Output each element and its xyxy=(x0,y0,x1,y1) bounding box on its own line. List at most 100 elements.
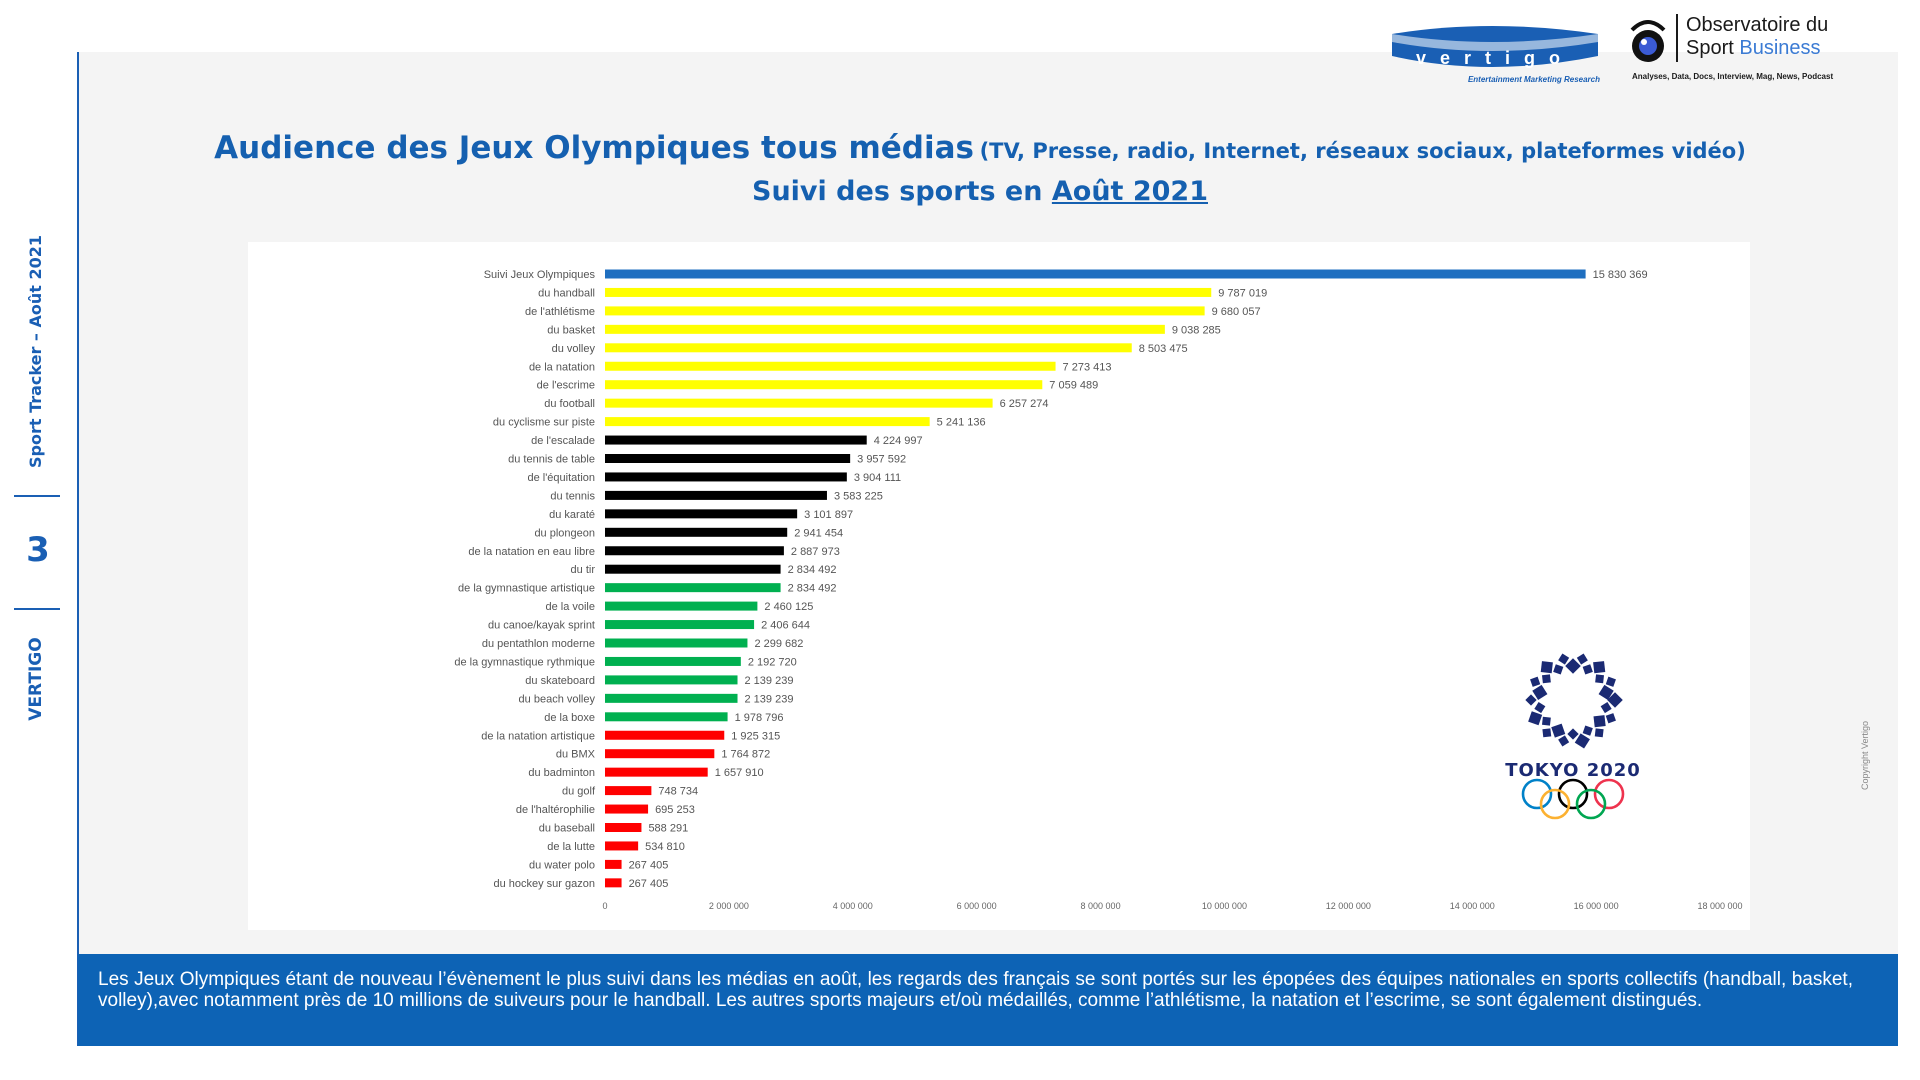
bar xyxy=(605,287,1212,297)
bar xyxy=(605,804,649,814)
x-tick-label: 0 xyxy=(602,901,607,911)
page-number: 3 xyxy=(26,530,50,570)
bar xyxy=(605,380,1043,390)
data-label: 3 904 111 xyxy=(854,472,901,484)
category-label: de l'athlétisme xyxy=(525,306,595,318)
data-label: 1 978 796 xyxy=(735,712,784,724)
category-label: du badminton xyxy=(528,767,595,779)
category-label: du skateboard xyxy=(525,675,595,687)
sidebar-rule xyxy=(77,52,79,1046)
vertigo-tagline: Entertainment Marketing Research xyxy=(1467,75,1600,84)
category-label: de l'équitation xyxy=(527,472,595,484)
vertigo-logo-icon: vertigo xyxy=(1392,26,1598,68)
data-label: 7 059 489 xyxy=(1049,380,1098,392)
category-label: de la natation xyxy=(529,361,595,373)
bar xyxy=(605,693,738,703)
eye-icon xyxy=(1630,20,1666,62)
bar xyxy=(605,878,622,888)
chart-title-main: Audience des Jeux Olympiques tous médias xyxy=(214,130,974,166)
bar xyxy=(605,675,738,685)
x-tick-label: 16 000 000 xyxy=(1574,901,1619,911)
data-label: 3 101 897 xyxy=(804,509,853,521)
category-label: du golf xyxy=(562,786,596,798)
category-label: du baseball xyxy=(539,823,595,835)
bar xyxy=(605,656,741,666)
category-label: de l'escrime xyxy=(537,380,595,392)
x-tick-label: 10 000 000 xyxy=(1202,901,1247,911)
data-label: 267 405 xyxy=(629,878,669,890)
osb-line2: Sport Business xyxy=(1686,37,1821,60)
chart-panel: Suivi Jeux Olympiques 15 830 369 du handba… xyxy=(248,242,1750,930)
bar xyxy=(605,417,930,427)
bar xyxy=(605,841,639,851)
osb-divider xyxy=(1676,14,1678,62)
category-label: du basket xyxy=(547,324,595,336)
data-label: 695 253 xyxy=(655,804,695,816)
category-label: de la lutte xyxy=(547,841,595,853)
osb-tagline: Analyses, Data, Docs, Interview, Mag, Ne… xyxy=(1632,72,1834,81)
data-label: 1 925 315 xyxy=(731,730,780,742)
x-tick-label: 18 000 000 xyxy=(1697,901,1742,911)
caption-text: Les Jeux Olympiques étant de nouveau l’é… xyxy=(98,969,1853,1011)
olympic-emblem: TOKYO 2020 xyxy=(1505,653,1641,820)
data-label: 2 887 973 xyxy=(791,546,840,558)
category-label: du karaté xyxy=(549,509,595,521)
category-label: du plongeon xyxy=(534,527,595,539)
category-label: du water polo xyxy=(529,859,595,871)
category-label: de la natation en eau libre xyxy=(468,546,595,558)
olympic-rings-icon xyxy=(1521,778,1625,820)
bar xyxy=(605,583,781,593)
x-tick-label: 8 000 000 xyxy=(1081,901,1121,911)
bar xyxy=(605,620,755,630)
chart-subtitle-period: Août 2021 xyxy=(1051,176,1208,207)
emblem-checker-ring-icon xyxy=(1525,653,1623,749)
bar xyxy=(605,490,827,500)
copyright-text: Copyright Vertigo xyxy=(1860,720,1870,790)
bar-chart: Suivi Jeux Olympiques 15 830 369 du handba… xyxy=(454,269,1742,911)
x-tick-label: 6 000 000 xyxy=(957,901,997,911)
bar xyxy=(605,730,725,740)
osb-line1: Observatoire du xyxy=(1686,14,1829,36)
data-label: 1 764 872 xyxy=(721,749,770,761)
bar xyxy=(605,859,622,869)
bar xyxy=(605,638,748,648)
bar xyxy=(605,712,728,722)
x-tick-label: 12 000 000 xyxy=(1326,901,1371,911)
category-label: de l'escalade xyxy=(531,435,595,447)
data-label: 2 299 682 xyxy=(754,638,803,650)
x-tick-label: 14 000 000 xyxy=(1450,901,1495,911)
data-label: 6 257 274 xyxy=(1000,398,1049,410)
emblem-text: TOKYO 2020 xyxy=(1505,760,1641,781)
data-label: 9 680 057 xyxy=(1212,306,1261,318)
data-label: 3 583 225 xyxy=(834,490,883,502)
category-label: de la natation artistique xyxy=(481,730,595,742)
bar xyxy=(605,269,1586,279)
category-label: du tir xyxy=(571,564,596,576)
data-label: 2 941 454 xyxy=(794,527,843,539)
sidebar-divider-bottom xyxy=(14,608,60,610)
data-label: 8 503 475 xyxy=(1139,343,1188,355)
category-label: Suivi Jeux Olympiques xyxy=(484,269,596,281)
data-label: 3 957 592 xyxy=(857,454,906,466)
bar xyxy=(605,361,1056,371)
data-label: 588 291 xyxy=(648,823,688,835)
bar xyxy=(605,306,1205,316)
data-label: 2 139 239 xyxy=(745,675,794,687)
vertigo-wordmark: vertigo xyxy=(1416,48,1574,68)
chart-subtitle: Suivi des sports en Août 2021 xyxy=(200,176,1760,207)
data-label: 2 834 492 xyxy=(788,583,837,595)
bar xyxy=(605,546,784,556)
data-label: 2 192 720 xyxy=(748,656,797,668)
category-label: de la gymnastique rythmique xyxy=(454,656,595,668)
bar xyxy=(605,435,867,445)
bar xyxy=(605,343,1132,353)
bar xyxy=(605,324,1165,334)
category-label: du handball xyxy=(538,287,595,299)
category-label: du BMX xyxy=(556,749,596,761)
data-label: 15 830 369 xyxy=(1593,269,1648,281)
data-label: 267 405 xyxy=(629,859,669,871)
osb-word-sport: Sport xyxy=(1686,37,1734,59)
data-label: 748 734 xyxy=(658,786,698,798)
category-label: de la boxe xyxy=(544,712,595,724)
data-label: 2 139 239 xyxy=(745,693,794,705)
